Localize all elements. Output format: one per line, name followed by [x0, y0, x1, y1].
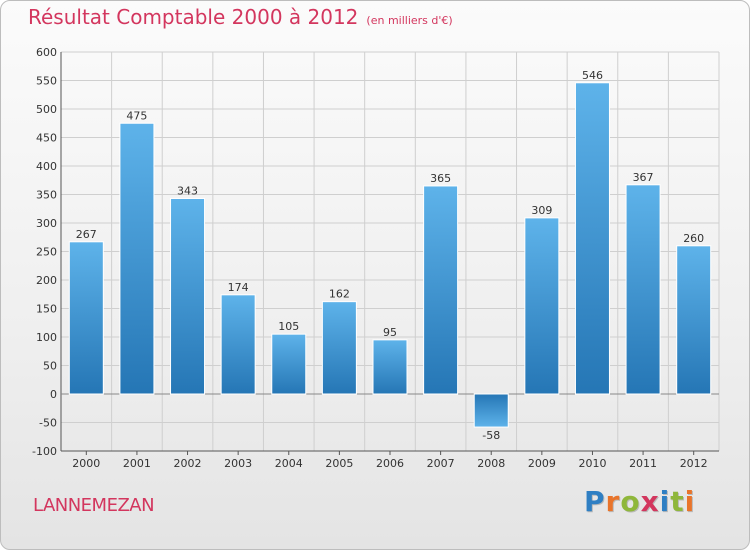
data-label: 260 — [683, 232, 704, 245]
x-tick-label: 2010 — [578, 457, 606, 470]
bar — [68, 241, 104, 395]
y-tick-label: 50 — [43, 360, 57, 373]
data-label: 162 — [329, 288, 350, 301]
y-tick-label: 200 — [36, 274, 57, 287]
y-tick-label: 100 — [36, 331, 57, 344]
bar — [271, 333, 307, 395]
x-tick-label: 2012 — [680, 457, 708, 470]
y-tick-label: 0 — [50, 388, 57, 401]
x-tick-label: 2005 — [325, 457, 353, 470]
y-tick-label: 450 — [36, 132, 57, 145]
y-tick-label: 550 — [36, 75, 57, 88]
logo-letter: i — [659, 485, 671, 518]
x-tick-label: 2001 — [123, 457, 151, 470]
y-tick-label: 350 — [36, 189, 57, 202]
data-label: 365 — [430, 172, 451, 185]
y-tick-label: 250 — [36, 246, 57, 259]
city-name: LANNEMEZAN — [33, 495, 155, 516]
chart-unit: (en milliers d'€) — [366, 14, 453, 27]
data-label: 174 — [228, 281, 249, 294]
data-label: 267 — [76, 228, 97, 241]
x-tick-label: 2003 — [224, 457, 252, 470]
bar — [473, 393, 509, 428]
y-tick-label: 400 — [36, 160, 57, 173]
bar — [574, 82, 610, 395]
x-tick-label: 2009 — [528, 457, 556, 470]
logo-letter: i — [684, 485, 696, 518]
data-label: 105 — [278, 320, 299, 333]
logo-letter: P — [584, 485, 606, 518]
bar — [524, 217, 560, 395]
logo-letter: t — [670, 485, 685, 518]
y-tick-label: -100 — [32, 445, 57, 458]
bar — [676, 245, 712, 395]
bar — [321, 301, 357, 395]
x-tick-label: 2011 — [629, 457, 657, 470]
data-label: 309 — [531, 204, 552, 217]
bar — [220, 294, 256, 395]
x-tick-label: 2002 — [174, 457, 202, 470]
logo-letter: r — [605, 485, 621, 518]
x-tick-label: 2007 — [427, 457, 455, 470]
data-label: -58 — [482, 429, 500, 442]
y-tick-label: 150 — [36, 303, 57, 316]
bar — [423, 185, 459, 395]
logo-letter: o — [620, 485, 641, 518]
chart-title-text: Résultat Comptable 2000 à 2012 — [28, 5, 359, 29]
proxiti-logo: Proxiti — [584, 485, 695, 518]
y-tick-label: 500 — [36, 103, 57, 116]
bar — [372, 339, 408, 395]
bar — [625, 184, 661, 395]
y-tick-label: 300 — [36, 217, 57, 230]
data-label: 95 — [383, 326, 397, 339]
chart-title: Résultat Comptable 2000 à 2012 (en millie… — [28, 5, 453, 29]
x-tick-label: 2006 — [376, 457, 404, 470]
x-tick-label: 2000 — [72, 457, 100, 470]
data-label: 343 — [177, 184, 198, 197]
bar — [119, 122, 155, 395]
data-label: 546 — [582, 69, 603, 82]
bar — [170, 197, 206, 395]
x-tick-label: 2004 — [275, 457, 303, 470]
logo-letter: x — [640, 485, 660, 518]
y-tick-label: 600 — [36, 46, 57, 59]
data-label: 367 — [633, 171, 654, 184]
x-tick-label: 2008 — [477, 457, 505, 470]
y-tick-label: -50 — [39, 417, 57, 430]
data-label: 475 — [126, 109, 147, 122]
